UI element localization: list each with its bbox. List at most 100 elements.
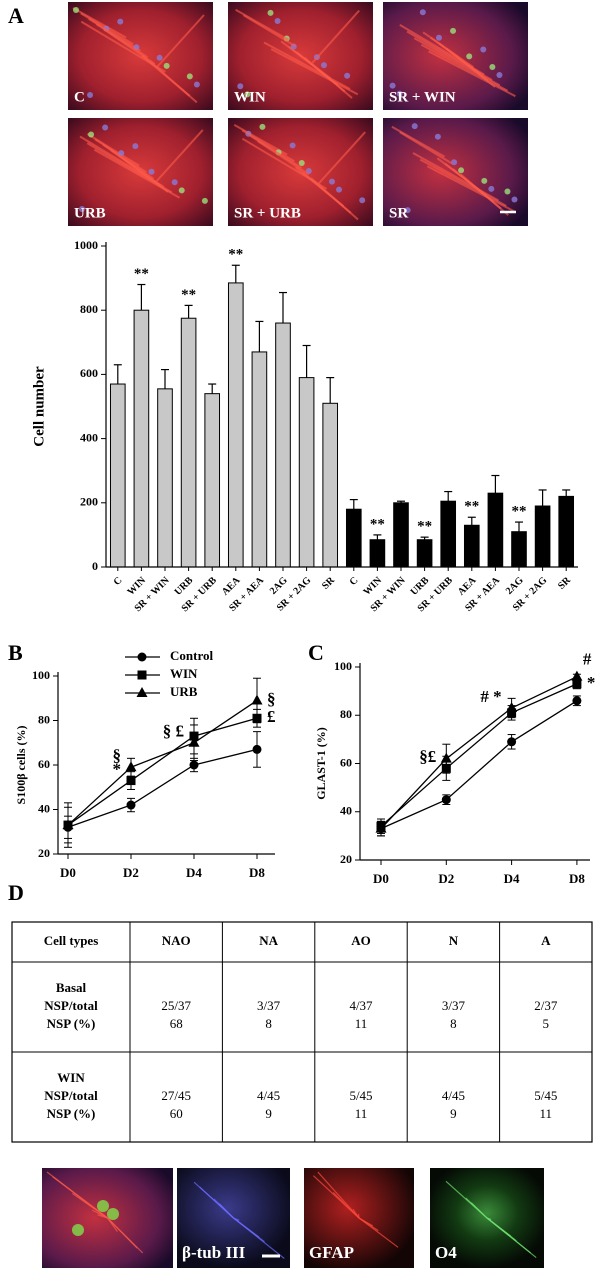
micrograph-label: SR + WIN <box>389 89 456 105</box>
stain-fiber <box>357 1213 360 1219</box>
cell-nucleus <box>404 207 411 214</box>
table-cell: 11 <box>540 1106 553 1121</box>
cell-fiber <box>460 173 509 216</box>
bar <box>511 531 527 568</box>
y-tick-label: 20 <box>340 852 352 866</box>
panel-label: A <box>8 3 24 28</box>
cell-nucleus <box>450 27 457 34</box>
annotation: * <box>587 673 596 692</box>
cell-nucleus <box>186 73 193 80</box>
cell-nucleus <box>289 142 296 149</box>
bar <box>180 317 197 568</box>
cell-nucleus <box>274 17 281 24</box>
x-tick-label: D4 <box>504 871 520 886</box>
bar <box>369 539 386 568</box>
y-tick-label: 40 <box>340 804 352 818</box>
cell-nucleus <box>435 34 442 41</box>
point-marker <box>137 670 147 680</box>
cell-fiber <box>103 28 156 65</box>
bar <box>133 309 150 568</box>
cell-fiber <box>257 140 310 176</box>
cell-nucleus <box>466 53 473 60</box>
cell-nucleus <box>78 205 85 212</box>
micrograph-label: C <box>74 89 85 105</box>
table-header: NAO <box>162 933 191 948</box>
table-header: N <box>449 933 459 948</box>
micrograph-label: SR + URB <box>234 205 301 221</box>
point-marker <box>126 776 136 786</box>
table-cell: 9 <box>450 1106 457 1121</box>
point-marker <box>507 737 517 747</box>
cell-nucleus <box>73 7 79 13</box>
y-tick-label: 0 <box>92 559 98 573</box>
cell-nucleus <box>489 63 496 70</box>
cell-nucleus <box>458 167 465 174</box>
y-tick-label: 100 <box>334 659 352 673</box>
stain-fiber <box>52 1176 108 1219</box>
cell-nucleus <box>344 72 351 79</box>
table-group-name: WIN <box>57 1070 85 1085</box>
cell-nucleus <box>88 131 95 138</box>
x-tick-label: C <box>112 575 125 588</box>
table-cell: 60 <box>170 1106 183 1121</box>
significance: ** <box>181 287 196 303</box>
cell-fiber <box>420 43 509 92</box>
point-marker <box>440 752 452 763</box>
bar <box>275 322 291 568</box>
stain-fiber <box>312 1175 360 1219</box>
stain-fiber <box>97 1214 108 1219</box>
panel-label: D <box>8 880 24 905</box>
cell-nucleus <box>328 178 335 185</box>
significance: ** <box>228 247 243 263</box>
cell-nucleus <box>237 83 244 90</box>
cell-fiber <box>270 48 359 96</box>
table-cell: 25/37 <box>161 998 191 1013</box>
table-header: A <box>541 933 551 948</box>
point-marker <box>188 736 200 747</box>
y-tick-label: 600 <box>80 366 98 380</box>
cell-nucleus <box>148 168 155 175</box>
table-cell: 5 <box>543 1016 550 1031</box>
point-marker <box>506 702 518 713</box>
x-tick-label: D4 <box>186 865 202 880</box>
table-group-name: Basal <box>56 980 87 995</box>
cell-nucleus <box>132 143 139 150</box>
table-cell: 3/37 <box>442 998 466 1013</box>
point-marker <box>125 761 137 772</box>
x-tick-label: SR <box>320 574 337 591</box>
stain-dots <box>72 1224 84 1236</box>
point-marker <box>126 800 136 810</box>
bar <box>109 383 126 568</box>
stain-fiber <box>317 1171 360 1219</box>
table-cell: 3/37 <box>257 998 281 1013</box>
panel-label: B <box>8 640 23 665</box>
bar <box>463 524 480 568</box>
cell-nucleus <box>87 92 94 99</box>
cell-fiber <box>426 165 515 213</box>
y-tick-label: 400 <box>80 430 98 444</box>
y-axis-label: Cell number <box>31 366 47 447</box>
micrograph-label: WIN <box>234 89 266 105</box>
cell-nucleus <box>419 9 426 16</box>
stain-label: β-tub III <box>182 1243 246 1262</box>
bar <box>322 402 339 568</box>
cell-fiber <box>311 9 360 64</box>
micrograph-label: URB <box>74 205 106 221</box>
annotation: § <box>267 689 276 708</box>
significance: ** <box>134 266 149 282</box>
point-marker <box>441 795 451 805</box>
bar <box>298 377 315 568</box>
annotation: # * <box>480 687 501 706</box>
bar <box>204 393 221 568</box>
table-row-label: NSP/total <box>44 1088 98 1103</box>
significance: ** <box>370 516 385 532</box>
table-header: NA <box>259 933 278 948</box>
annotation: * <box>113 759 122 778</box>
legend-label: Control <box>170 648 213 663</box>
cell-fiber <box>428 50 516 98</box>
table-header: Cell types <box>44 933 99 948</box>
table-row-label: NSP (%) <box>47 1106 96 1121</box>
cell-fiber <box>117 154 169 193</box>
bar <box>227 282 244 568</box>
